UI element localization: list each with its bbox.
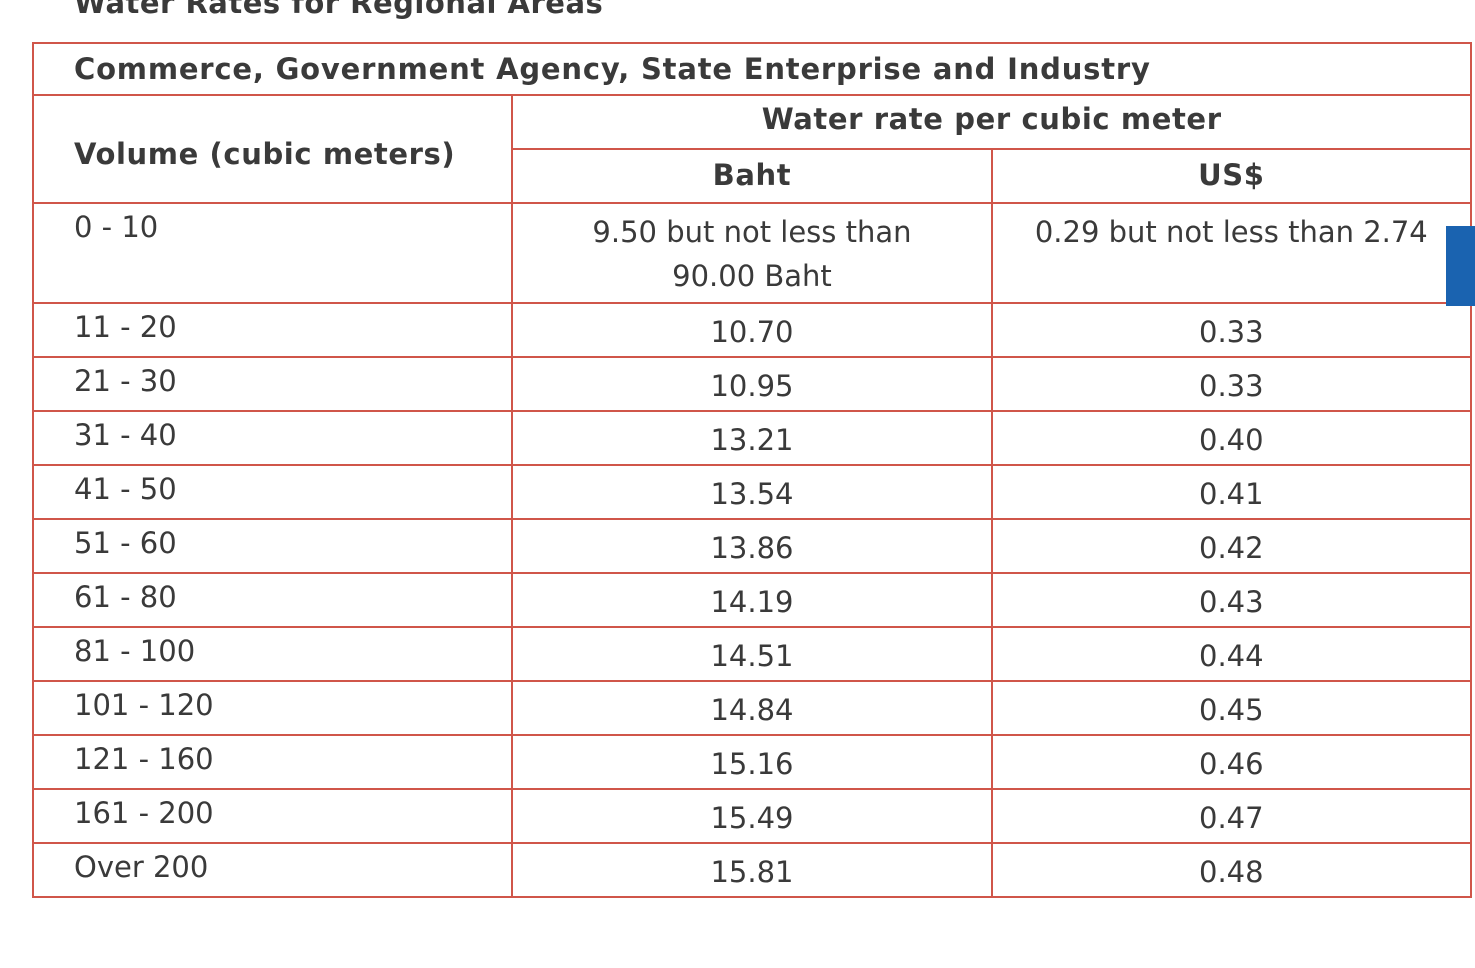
volume-cell: 121 - 160 (31, 734, 514, 790)
volume-cell: 11 - 20 (31, 302, 514, 358)
usd-cell: 0.48 (990, 842, 1473, 898)
usd-cell: 0.33 (990, 356, 1473, 412)
page-title: Water Rates for Regional Areas (74, 0, 604, 20)
baht-cell: 13.54 (511, 464, 993, 520)
volume-cell: 81 - 100 (31, 626, 514, 682)
table-row: 161 - 200 15.49 0.47 (31, 788, 1473, 844)
baht-column-header: Baht (511, 148, 993, 204)
table-row: 121 - 160 15.16 0.46 (31, 734, 1473, 790)
usd-cell: 0.47 (990, 788, 1473, 844)
baht-cell: 15.16 (511, 734, 993, 790)
baht-cell: 10.95 (511, 356, 993, 412)
usd-cell: 0.43 (990, 572, 1473, 628)
volume-cell: 21 - 30 (31, 356, 514, 412)
table-row: 81 - 100 14.51 0.44 (31, 626, 1473, 682)
usd-cell: 0.40 (990, 410, 1473, 466)
side-scroll-tab[interactable] (1446, 226, 1475, 306)
usd-column-header: US$ (990, 148, 1473, 204)
baht-cell: 13.86 (511, 518, 993, 574)
volume-cell: 0 - 10 (31, 202, 514, 304)
baht-cell: 14.19 (511, 572, 993, 628)
usd-cell: 0.44 (990, 626, 1473, 682)
volume-cell: 161 - 200 (31, 788, 514, 844)
usd-cell: 0.29 but not less than 2.74 (990, 202, 1473, 304)
table-row: Over 200 15.81 0.48 (31, 842, 1473, 898)
table-row: 51 - 60 13.86 0.42 (31, 518, 1473, 574)
volume-column-header: Volume (cubic meters) (31, 94, 514, 204)
table-row: 31 - 40 13.21 0.40 (31, 410, 1473, 466)
volume-cell: 61 - 80 (31, 572, 514, 628)
usd-cell: 0.41 (990, 464, 1473, 520)
table-row: 61 - 80 14.19 0.43 (31, 572, 1473, 628)
table-row: 11 - 20 10.70 0.33 (31, 302, 1473, 358)
volume-cell: 41 - 50 (31, 464, 514, 520)
rate-column-header: Water rate per cubic meter (511, 94, 1472, 150)
volume-cell: 51 - 60 (31, 518, 514, 574)
table-row: 21 - 30 10.95 0.33 (31, 356, 1473, 412)
baht-cell: 10.70 (511, 302, 993, 358)
water-rates-table: Commerce, Government Agency, State Enter… (31, 42, 1473, 898)
volume-cell: 31 - 40 (31, 410, 514, 466)
baht-cell: 15.81 (511, 842, 993, 898)
usd-cell: 0.42 (990, 518, 1473, 574)
table-row: 0 - 10 9.50 but not less than 90.00 Baht… (31, 202, 1473, 304)
baht-cell: 14.51 (511, 626, 993, 682)
baht-cell: 13.21 (511, 410, 993, 466)
baht-cell: 9.50 but not less than 90.00 Baht (511, 202, 993, 304)
usd-cell: 0.45 (990, 680, 1473, 736)
volume-cell: 101 - 120 (31, 680, 514, 736)
usd-cell: 0.46 (990, 734, 1473, 790)
table-row: 41 - 50 13.54 0.41 (31, 464, 1473, 520)
usd-cell: 0.33 (990, 302, 1473, 358)
table-row: 101 - 120 14.84 0.45 (31, 680, 1473, 736)
baht-cell: 15.49 (511, 788, 993, 844)
volume-cell: Over 200 (31, 842, 514, 898)
category-header: Commerce, Government Agency, State Enter… (32, 42, 1472, 96)
baht-cell: 14.84 (511, 680, 993, 736)
